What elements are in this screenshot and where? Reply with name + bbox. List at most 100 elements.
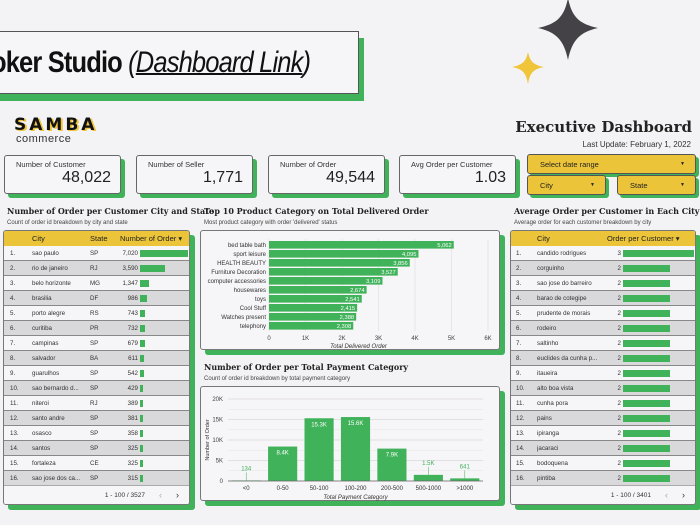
row-state: SP [90, 249, 99, 257]
table-row[interactable]: 8. euclides da cunha p... 2 [511, 351, 695, 366]
bar[interactable] [377, 448, 407, 481]
yellow-sparkle-icon [512, 52, 544, 84]
row-bar [140, 385, 143, 392]
table-row[interactable]: 6. rodeiro 2 [511, 321, 695, 336]
bar-value-label: 15.3K [311, 422, 327, 428]
paren-open: ( [121, 45, 137, 79]
table-row[interactable]: 13. ipiranga 2 [511, 426, 695, 441]
kpi-label: Number of Customer [16, 160, 86, 169]
pagination-range: 1 - 100 / 3401 [610, 491, 651, 499]
bar[interactable] [269, 304, 358, 312]
table-row[interactable]: 3. sao jose do barreiro 2 [511, 276, 695, 291]
row-index: 7. [516, 339, 522, 347]
next-page-button[interactable]: › [176, 490, 179, 500]
table-row[interactable]: 13. osasco SP 358 [4, 426, 189, 441]
table-row[interactable]: 2. corguinho 2 [511, 261, 695, 276]
table-row[interactable]: 10. sao bernardo d... SP 429 [4, 381, 189, 396]
avg-city-table: City Order per Customer ▾ 1. candido rod… [510, 230, 700, 510]
city-filter[interactable]: City ▼ [527, 175, 609, 198]
y-tick: 10K [212, 438, 223, 444]
table-row[interactable]: 8. salvador BA 611 [4, 351, 189, 366]
table-row[interactable]: 15. bodoquena 2 [511, 456, 695, 471]
row-city: alto boa vista [537, 384, 574, 392]
table-row[interactable]: 16. pintiba 2 [511, 471, 695, 486]
row-bar [623, 370, 670, 377]
table-row[interactable]: 14. jacaraci 2 [511, 441, 695, 456]
category-label: computer accessories [208, 279, 266, 285]
bar-value-label: 3,856 [393, 261, 408, 267]
category-label: 200-500 [381, 486, 404, 492]
table-row[interactable]: 1. sao paulo SP 7,020 [4, 246, 189, 261]
table-row[interactable]: 5. prudente de morais 2 [511, 306, 695, 321]
chevron-down-icon: ▼ [680, 182, 685, 188]
prev-page-button[interactable]: ‹ [665, 490, 668, 500]
bar-value-label: 2,541 [345, 297, 360, 303]
table-row[interactable]: 11. cunha pora 2 [511, 396, 695, 411]
city-filter-label: City [540, 180, 553, 190]
bar[interactable] [340, 417, 371, 481]
table-row[interactable]: 9. guarulhos SP 542 [4, 366, 189, 381]
row-index: 13. [516, 429, 525, 437]
bar[interactable] [269, 295, 362, 303]
table-row[interactable]: 6. curitiba PR 732 [4, 321, 189, 336]
table-row[interactable]: 1. candido rodrigues 3 [511, 246, 695, 261]
kpi-number-of-order: Number of Order 49,544 [268, 155, 389, 198]
bar[interactable] [450, 478, 480, 481]
bar[interactable] [269, 241, 454, 249]
bar[interactable] [269, 259, 410, 267]
dashboard-link[interactable]: Dashboard Link [135, 45, 304, 79]
y-axis-title: Number of Order [205, 419, 211, 460]
prev-page-button[interactable]: ‹ [159, 490, 162, 500]
table-row[interactable]: 12. pains 2 [511, 411, 695, 426]
row-orders: 325 [127, 459, 138, 467]
row-value: 2 [617, 354, 621, 362]
bar[interactable] [413, 474, 443, 481]
table-row[interactable]: 11. niteroi RJ 389 [4, 396, 189, 411]
row-index: 16. [10, 474, 19, 482]
row-orders: 732 [127, 324, 138, 332]
row-index: 12. [10, 414, 19, 422]
table-row[interactable]: 16. sao jose dos ca... SP 315 [4, 471, 189, 486]
bar[interactable] [269, 322, 354, 330]
top-products-subtitle: Most product category with order 'delive… [204, 220, 338, 226]
table-row[interactable]: 7. campinas SP 679 [4, 336, 189, 351]
table-row[interactable]: 4. brasilia DF 986 [4, 291, 189, 306]
column-header-city[interactable]: City [537, 234, 550, 243]
column-header-city[interactable]: City [32, 234, 45, 243]
bar[interactable] [269, 250, 419, 258]
category-label: 100-200 [344, 486, 367, 492]
bar[interactable] [268, 446, 298, 481]
column-header-number-of-order[interactable]: Number of Order ▾ [120, 234, 183, 243]
samba-commerce-logo: SAMBA commerce [14, 117, 97, 145]
row-bar [140, 325, 145, 332]
table-row[interactable]: 10. alto boa vista 2 [511, 381, 695, 396]
state-filter[interactable]: State ▼ [617, 175, 699, 198]
table-row[interactable]: 15. fortaleza CE 325 [4, 456, 189, 471]
date-range-filter[interactable]: Select date range ▼ [527, 154, 699, 177]
row-bar [140, 460, 143, 467]
column-header-order-per-customer[interactable]: Order per Customer ▾ [607, 234, 680, 243]
table-row[interactable]: 9. itaueira 2 [511, 366, 695, 381]
row-index: 11. [10, 399, 19, 407]
table-row[interactable]: 7. saltinho 2 [511, 336, 695, 351]
row-bar [140, 475, 143, 482]
table-row[interactable]: 3. belo horizonte MG 1,347 [4, 276, 189, 291]
table-row[interactable]: 4. barao de cotegipe 2 [511, 291, 695, 306]
table-row[interactable]: 14. santos SP 325 [4, 441, 189, 456]
bar[interactable] [269, 286, 367, 294]
table-row[interactable]: 2. rio de janeiro RJ 3,590 [4, 261, 189, 276]
bar[interactable] [269, 268, 398, 276]
row-city: saltinho [537, 339, 559, 347]
city-state-table: City State Number of Order ▾ 1. sao paul… [3, 230, 195, 510]
row-orders: 1,347 [122, 279, 138, 287]
table-row[interactable]: 12. santo andre SP 381 [4, 411, 189, 426]
bar[interactable] [269, 313, 357, 321]
category-label: Cool Stuff [240, 306, 267, 312]
bar[interactable] [304, 418, 334, 481]
column-header-state[interactable]: State [90, 234, 108, 243]
kpi-label: Number of Seller [148, 160, 205, 169]
bar-value-label: 4,095 [402, 252, 417, 258]
bar[interactable] [269, 277, 383, 285]
table-row[interactable]: 5. porto alegre RS 743 [4, 306, 189, 321]
next-page-button[interactable]: › [682, 490, 685, 500]
